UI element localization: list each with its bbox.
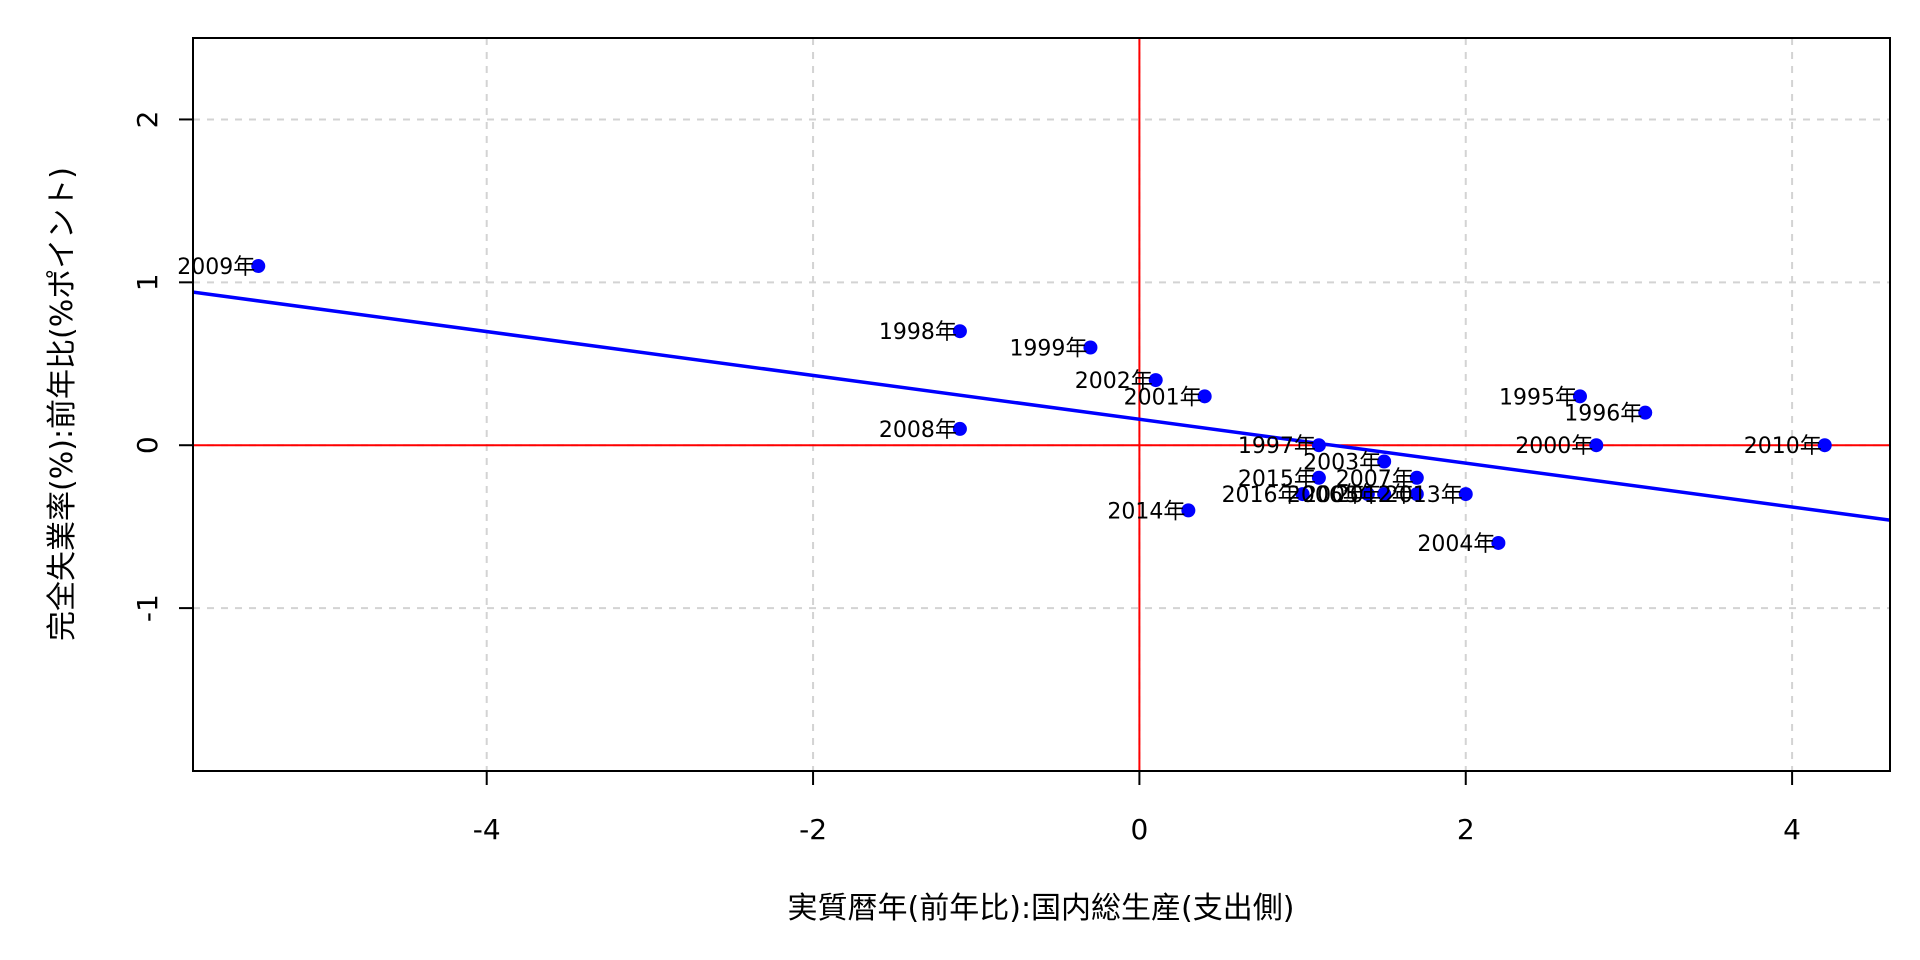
point-label: 1997年	[1238, 434, 1316, 459]
point-label: 2014年	[1107, 499, 1185, 524]
data-point	[1638, 405, 1653, 420]
point-label: 2015年	[1238, 467, 1316, 492]
data-point	[1409, 470, 1424, 485]
data-points	[251, 259, 1832, 550]
data-point	[1311, 438, 1326, 453]
point-label: 1996年	[1564, 402, 1642, 427]
data-point	[251, 259, 266, 274]
point-label: 2009年	[177, 255, 255, 280]
x-tick-label: 4	[1783, 813, 1801, 846]
y-axis-title: 完全失業率(%):前年比(%ポイント)	[45, 167, 80, 641]
reference-lines	[193, 38, 1890, 771]
data-point	[952, 324, 967, 339]
point-label: 2005年	[1303, 483, 1381, 508]
data-point	[1458, 487, 1473, 502]
y-tick-label: 2	[131, 111, 164, 129]
y-tick-label: 0	[131, 436, 164, 454]
point-label: 2008年	[879, 418, 957, 443]
point-label: 2012年	[1336, 483, 1414, 508]
point-label: 2006年	[1287, 483, 1365, 508]
y-tick-label: 1	[131, 273, 164, 291]
regression-line	[193, 290, 1890, 522]
y-tick-label: -1	[131, 594, 164, 622]
x-tick-label: 2	[1457, 813, 1475, 846]
data-point	[1148, 373, 1163, 388]
regression-line-group	[193, 290, 1890, 522]
axes: -4 -2 0 2 4 -1 0 1 2	[131, 111, 1801, 846]
x-tick-label: -4	[473, 813, 501, 846]
data-point	[1083, 340, 1098, 355]
data-point	[1311, 470, 1326, 485]
point-label: 1999年	[1009, 336, 1087, 361]
data-point	[1377, 487, 1392, 502]
plot-frame	[192, 37, 1891, 772]
data-point	[1589, 438, 1604, 453]
data-point	[1197, 389, 1212, 404]
point-label: 2016年	[1222, 483, 1300, 508]
data-point	[1377, 454, 1392, 469]
point-label: 2004年	[1417, 532, 1495, 557]
data-point	[1181, 503, 1196, 518]
point-label: 2002年	[1075, 369, 1153, 394]
x-tick-label: -2	[799, 813, 827, 846]
point-label: 2000年	[1515, 434, 1593, 459]
point-label: 1998年	[879, 320, 957, 345]
data-point	[1491, 535, 1506, 550]
point-label: 2007年	[1336, 467, 1414, 492]
data-point	[1295, 487, 1310, 502]
x-tick-label: 0	[1130, 813, 1148, 846]
data-point	[1409, 487, 1424, 502]
x-axis-title: 実質暦年(前年比):国内総生産(支出側)	[788, 891, 1295, 926]
point-label: 2010年	[1744, 434, 1822, 459]
point-label: 2003年	[1303, 451, 1381, 476]
point-label: 2001年	[1124, 385, 1202, 410]
data-point	[952, 421, 967, 436]
point-label: 1995年	[1499, 385, 1577, 410]
data-point	[1360, 487, 1375, 502]
point-label: 2013年	[1385, 483, 1463, 508]
data-point	[1817, 438, 1832, 453]
data-point	[1572, 389, 1587, 404]
